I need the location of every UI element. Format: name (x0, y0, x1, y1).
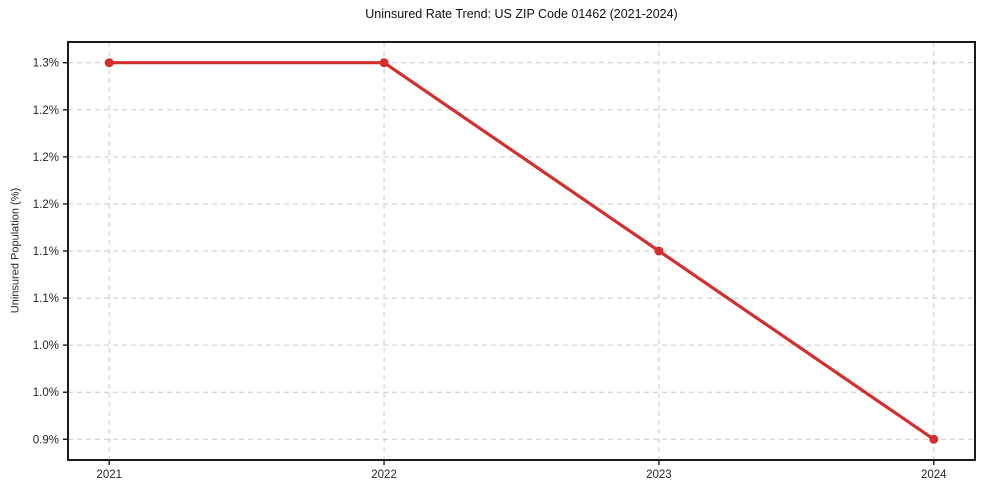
data-point-2022 (379, 58, 389, 68)
y-tick-label: 1.2% (33, 152, 59, 164)
y-tick-label: 1.3% (33, 58, 59, 70)
x-tick-label: 2022 (371, 469, 397, 481)
data-point-2021 (104, 58, 114, 68)
data-point-2023 (654, 246, 664, 256)
x-tick-label: 2021 (96, 469, 122, 481)
trend-line (107, 61, 936, 441)
y-tick-label: 1.2% (33, 199, 59, 211)
x-tick-label: 2023 (646, 469, 672, 481)
y-tick-label: 1.1% (33, 246, 59, 258)
y-tick-label: 1.0% (33, 387, 59, 399)
y-tick-label: 1.0% (33, 340, 59, 352)
plot-border (67, 41, 976, 461)
data-point-2024 (929, 434, 939, 444)
y-tick-label: 0.9% (33, 434, 59, 446)
y-tick-label: 1.2% (33, 105, 59, 117)
x-tick-label: 2024 (921, 469, 947, 481)
chart-title: Uninsured Rate Trend: US ZIP Code 01462 … (365, 7, 678, 21)
y-tick-label: 1.1% (33, 293, 59, 305)
